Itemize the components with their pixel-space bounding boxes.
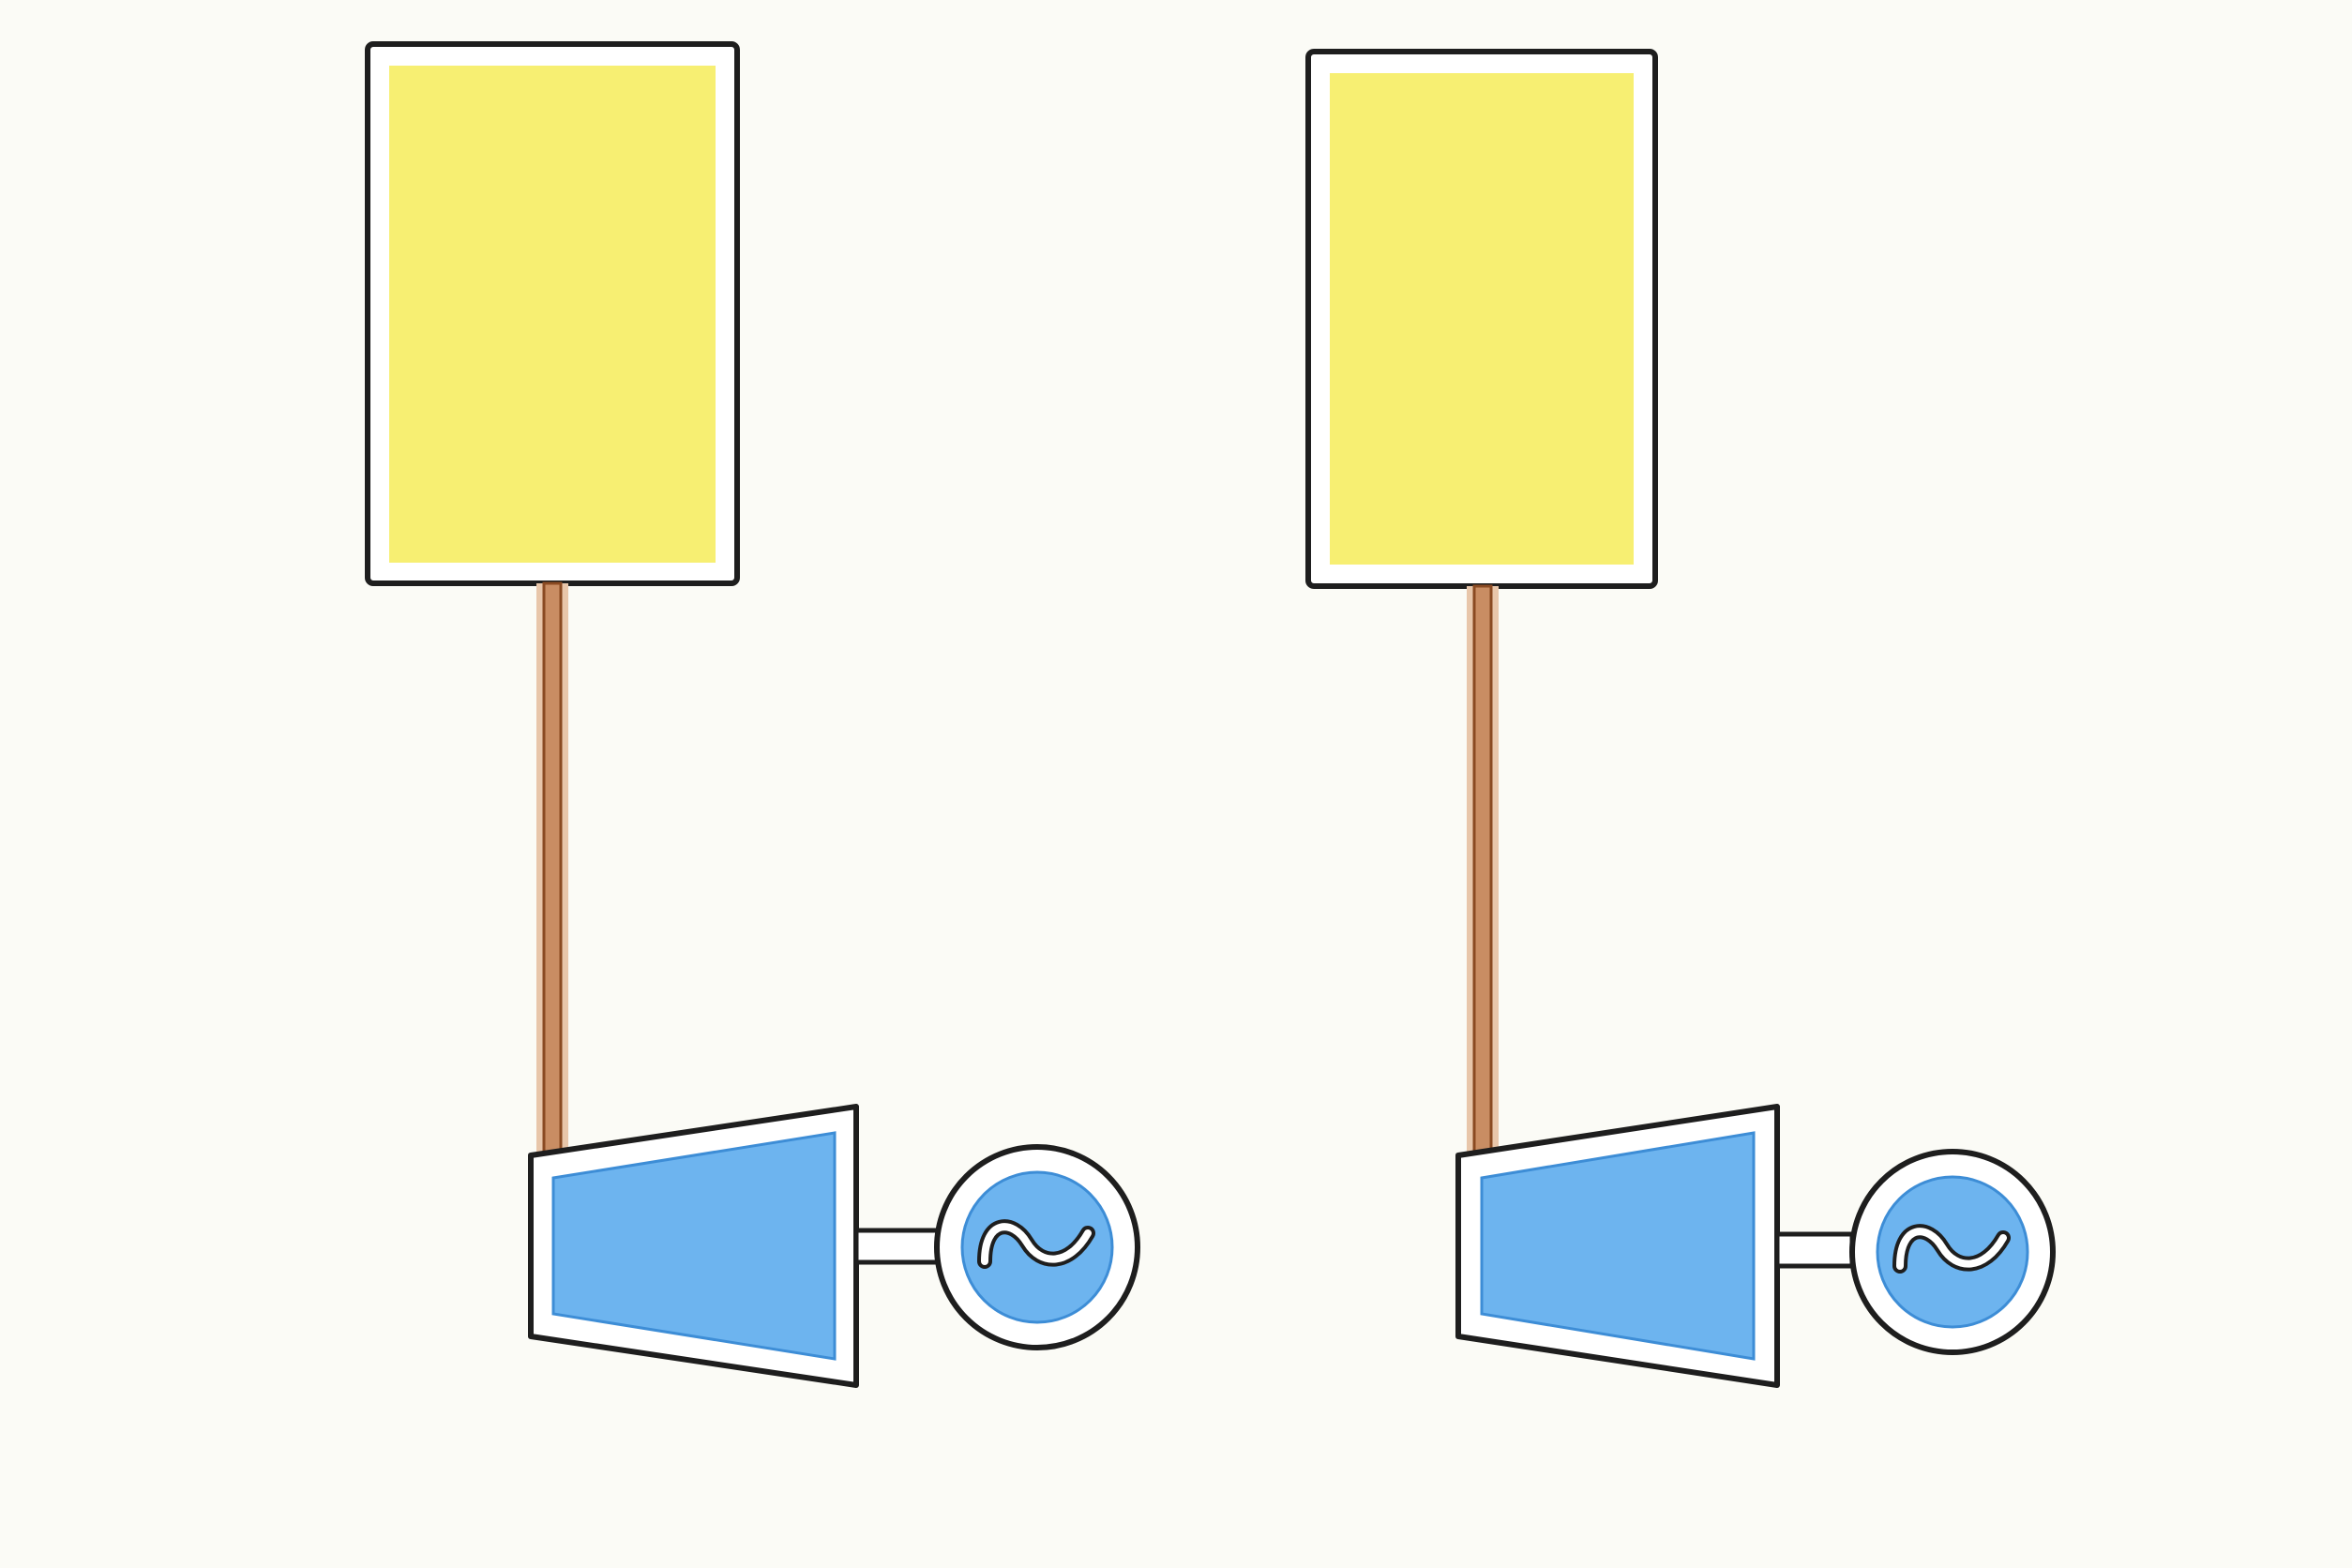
unit-left [365, 41, 1140, 1388]
unit-right [1305, 49, 2056, 1388]
panel-fill-right [1330, 73, 1634, 565]
shaft-right [1774, 1231, 1855, 1269]
turbine-right [1455, 1104, 1780, 1388]
turbine-left [528, 1104, 859, 1388]
turbine-fill-left [551, 1131, 837, 1361]
collector-panel-left [365, 41, 740, 586]
generator-right [1849, 1149, 2056, 1355]
generator-left [934, 1144, 1140, 1350]
pipe-left [536, 581, 568, 1155]
turbine-fill-right [1480, 1131, 1756, 1361]
collector-panel-right [1305, 49, 1658, 589]
pipe-right [1467, 584, 1499, 1156]
panel-fill-left [389, 66, 716, 563]
shaft-left [853, 1228, 943, 1265]
